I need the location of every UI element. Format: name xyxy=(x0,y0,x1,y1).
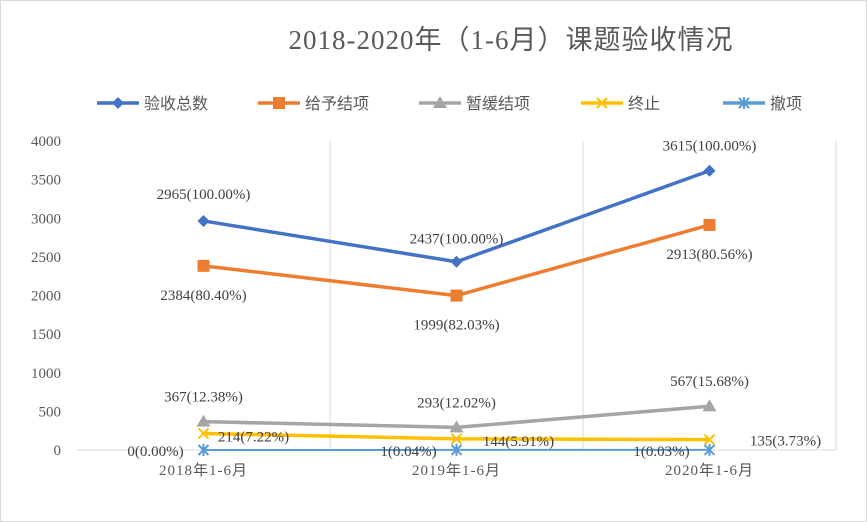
data-point-marker xyxy=(703,433,716,446)
data-label: 3615(100.00%) xyxy=(663,139,757,155)
y-tick-label: 2000 xyxy=(31,289,61,305)
data-label: 144(5.91%) xyxy=(483,434,554,450)
y-tick-label: 1000 xyxy=(31,366,61,382)
x-tick-label: 2020年1-6月 xyxy=(665,462,754,479)
data-label: 1(0.03%) xyxy=(633,444,689,460)
data-point-marker xyxy=(196,414,211,427)
legend-label: 验收总数 xyxy=(144,95,208,113)
data-label: 293(12.02%) xyxy=(417,395,496,411)
data-point-marker xyxy=(450,443,463,456)
data-point-marker xyxy=(703,218,716,231)
data-point-marker xyxy=(197,444,210,456)
data-label: 214(7.22%) xyxy=(218,429,289,445)
data-point-marker xyxy=(703,443,716,456)
data-label: 2384(80.40%) xyxy=(160,288,246,304)
legend-marker xyxy=(112,97,124,109)
legend-label: 暂缓结项 xyxy=(466,95,530,113)
legend-label: 给予结项 xyxy=(305,95,369,113)
y-tick-label: 3000 xyxy=(31,211,61,227)
x-tick-label: 2019年1-6月 xyxy=(412,462,501,479)
y-tick-label: 3500 xyxy=(31,173,61,189)
data-point-marker xyxy=(449,420,464,433)
data-point-marker xyxy=(702,399,717,412)
legend-marker xyxy=(738,97,750,109)
legend-marker xyxy=(596,97,608,109)
y-tick-label: 1500 xyxy=(31,327,61,343)
legend-marker xyxy=(273,97,285,109)
data-point-marker xyxy=(450,255,463,268)
y-tick-label: 0 xyxy=(54,443,62,459)
data-label: 2965(100.00%) xyxy=(157,187,251,203)
data-point-marker xyxy=(450,289,463,302)
data-point-marker xyxy=(197,214,210,227)
data-point-marker xyxy=(450,433,463,445)
data-label: 0(0.00%) xyxy=(127,444,183,460)
data-label: 567(15.68%) xyxy=(670,374,749,390)
data-label: 1999(82.03%) xyxy=(413,318,499,334)
y-tick-label: 500 xyxy=(39,404,62,420)
data-point-marker xyxy=(703,164,716,177)
data-label: 2437(100.00%) xyxy=(410,232,504,248)
data-label: 1(0.04%) xyxy=(380,444,436,460)
data-label: 367(12.38%) xyxy=(164,390,243,406)
chart-title: 2018-2020年（1-6月）课题验收情况 xyxy=(289,25,734,55)
data-label: 135(3.73%) xyxy=(750,434,821,450)
data-label: 2913(80.56%) xyxy=(666,247,752,263)
series-line-1 xyxy=(203,169,711,264)
data-point-marker xyxy=(197,259,210,272)
data-point-marker xyxy=(197,427,210,440)
y-tick-label: 4000 xyxy=(31,134,61,150)
y-tick-label: 2500 xyxy=(31,250,61,266)
legend-label: 撤项 xyxy=(770,95,802,113)
legend-label: 终止 xyxy=(628,95,660,113)
legend-marker xyxy=(433,96,447,108)
x-tick-label: 2018年1-6月 xyxy=(159,462,248,479)
